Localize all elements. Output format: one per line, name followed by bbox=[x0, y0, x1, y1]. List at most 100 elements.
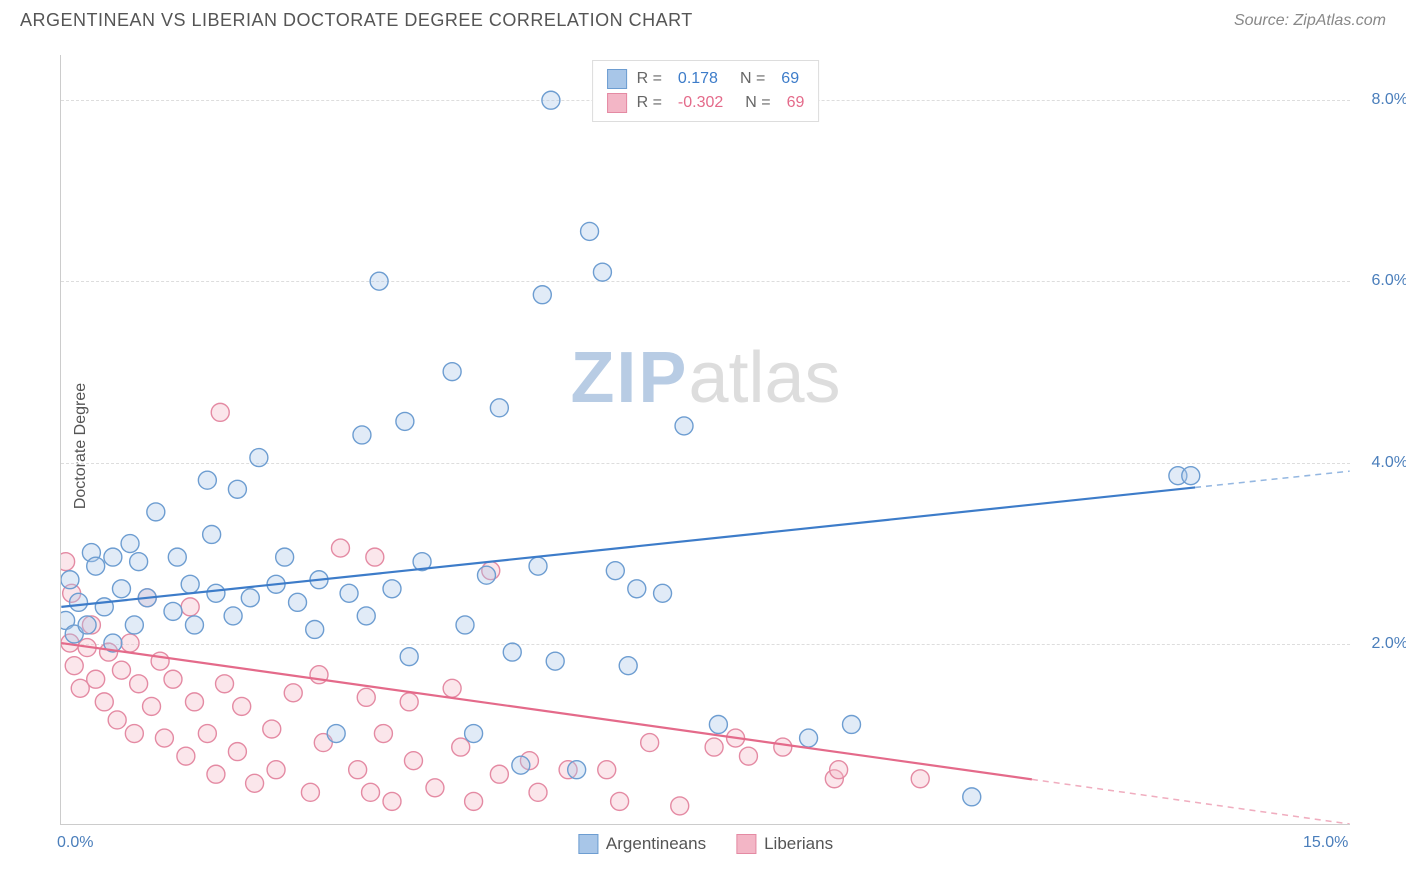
scatter-point bbox=[155, 729, 173, 747]
scatter-point bbox=[465, 792, 483, 810]
scatter-point bbox=[224, 607, 242, 625]
scatter-point bbox=[78, 616, 96, 634]
scatter-point bbox=[61, 553, 75, 571]
scatter-point bbox=[830, 761, 848, 779]
scatter-point bbox=[619, 657, 637, 675]
scatter-point bbox=[426, 779, 444, 797]
r-label: R = bbox=[637, 94, 662, 112]
x-tick-label: 15.0% bbox=[1303, 834, 1348, 852]
scatter-point bbox=[301, 783, 319, 801]
scatter-svg bbox=[61, 55, 1350, 824]
n-label: N = bbox=[745, 94, 770, 112]
scatter-point bbox=[87, 670, 105, 688]
x-tick-label: 0.0% bbox=[57, 834, 93, 852]
scatter-point bbox=[349, 761, 367, 779]
y-tick-label: 8.0% bbox=[1372, 91, 1406, 109]
scatter-point bbox=[374, 725, 392, 743]
scatter-point bbox=[911, 770, 929, 788]
scatter-point bbox=[456, 616, 474, 634]
r-value-liberians: -0.302 bbox=[678, 94, 723, 112]
series-legend: Argentineans Liberians bbox=[578, 834, 833, 854]
scatter-point bbox=[581, 222, 599, 240]
scatter-point bbox=[593, 263, 611, 281]
scatter-point bbox=[198, 725, 216, 743]
chart-title: ARGENTINEAN VS LIBERIAN DOCTORATE DEGREE… bbox=[20, 10, 693, 31]
swatch-pink bbox=[736, 834, 756, 854]
scatter-point bbox=[108, 711, 126, 729]
scatter-point bbox=[95, 598, 113, 616]
n-label: N = bbox=[740, 70, 765, 88]
legend-label-argentineans: Argentineans bbox=[606, 834, 706, 854]
scatter-point bbox=[331, 539, 349, 557]
scatter-point bbox=[203, 526, 221, 544]
scatter-point bbox=[705, 738, 723, 756]
scatter-point bbox=[151, 652, 169, 670]
scatter-point bbox=[228, 743, 246, 761]
scatter-point bbox=[533, 286, 551, 304]
correlation-legend: R = 0.178 N = 69 R = -0.302 N = 69 bbox=[592, 60, 820, 122]
scatter-point bbox=[362, 783, 380, 801]
scatter-point bbox=[843, 715, 861, 733]
legend-item-argentineans: Argentineans bbox=[578, 834, 706, 854]
scatter-point bbox=[130, 553, 148, 571]
y-tick-label: 2.0% bbox=[1372, 635, 1406, 653]
scatter-point bbox=[963, 788, 981, 806]
scatter-point bbox=[477, 566, 495, 584]
scatter-point bbox=[130, 675, 148, 693]
scatter-point bbox=[147, 503, 165, 521]
scatter-point bbox=[289, 593, 307, 611]
scatter-point bbox=[181, 575, 199, 593]
trendline-projection bbox=[1195, 471, 1350, 487]
scatter-point bbox=[87, 557, 105, 575]
legend-row-liberians: R = -0.302 N = 69 bbox=[607, 91, 805, 115]
scatter-point bbox=[306, 620, 324, 638]
scatter-point bbox=[641, 734, 659, 752]
scatter-point bbox=[70, 593, 88, 611]
scatter-point bbox=[198, 471, 216, 489]
swatch-pink bbox=[607, 93, 627, 113]
scatter-point bbox=[357, 607, 375, 625]
scatter-point bbox=[1182, 467, 1200, 485]
scatter-point bbox=[366, 548, 384, 566]
scatter-point bbox=[490, 399, 508, 417]
chart-plot-area: ZIPatlas 2.0%4.0%6.0%8.0% 0.0%15.0% R = … bbox=[60, 55, 1350, 825]
scatter-point bbox=[216, 675, 234, 693]
scatter-point bbox=[95, 693, 113, 711]
scatter-point bbox=[396, 412, 414, 430]
scatter-point bbox=[503, 643, 521, 661]
scatter-point bbox=[125, 616, 143, 634]
scatter-point bbox=[529, 783, 547, 801]
y-tick-label: 4.0% bbox=[1372, 454, 1406, 472]
legend-item-liberians: Liberians bbox=[736, 834, 833, 854]
scatter-point bbox=[185, 616, 203, 634]
scatter-point bbox=[465, 725, 483, 743]
scatter-point bbox=[284, 684, 302, 702]
scatter-point bbox=[327, 725, 345, 743]
scatter-point bbox=[263, 720, 281, 738]
scatter-point bbox=[568, 761, 586, 779]
scatter-point bbox=[628, 580, 646, 598]
scatter-point bbox=[164, 602, 182, 620]
scatter-point bbox=[443, 679, 461, 697]
scatter-point bbox=[542, 91, 560, 109]
scatter-point bbox=[443, 363, 461, 381]
legend-label-liberians: Liberians bbox=[764, 834, 833, 854]
scatter-point bbox=[709, 715, 727, 733]
scatter-point bbox=[121, 535, 139, 553]
scatter-point bbox=[267, 761, 285, 779]
swatch-blue bbox=[607, 69, 627, 89]
scatter-point bbox=[104, 548, 122, 566]
r-value-argentineans: 0.178 bbox=[678, 70, 718, 88]
scatter-point bbox=[65, 657, 83, 675]
scatter-point bbox=[228, 480, 246, 498]
r-label: R = bbox=[637, 70, 662, 88]
scatter-point bbox=[246, 774, 264, 792]
scatter-point bbox=[675, 417, 693, 435]
scatter-point bbox=[598, 761, 616, 779]
scatter-point bbox=[211, 403, 229, 421]
scatter-point bbox=[353, 426, 371, 444]
scatter-point bbox=[546, 652, 564, 670]
scatter-point bbox=[112, 580, 130, 598]
n-value-liberians: 69 bbox=[787, 94, 805, 112]
scatter-point bbox=[207, 765, 225, 783]
